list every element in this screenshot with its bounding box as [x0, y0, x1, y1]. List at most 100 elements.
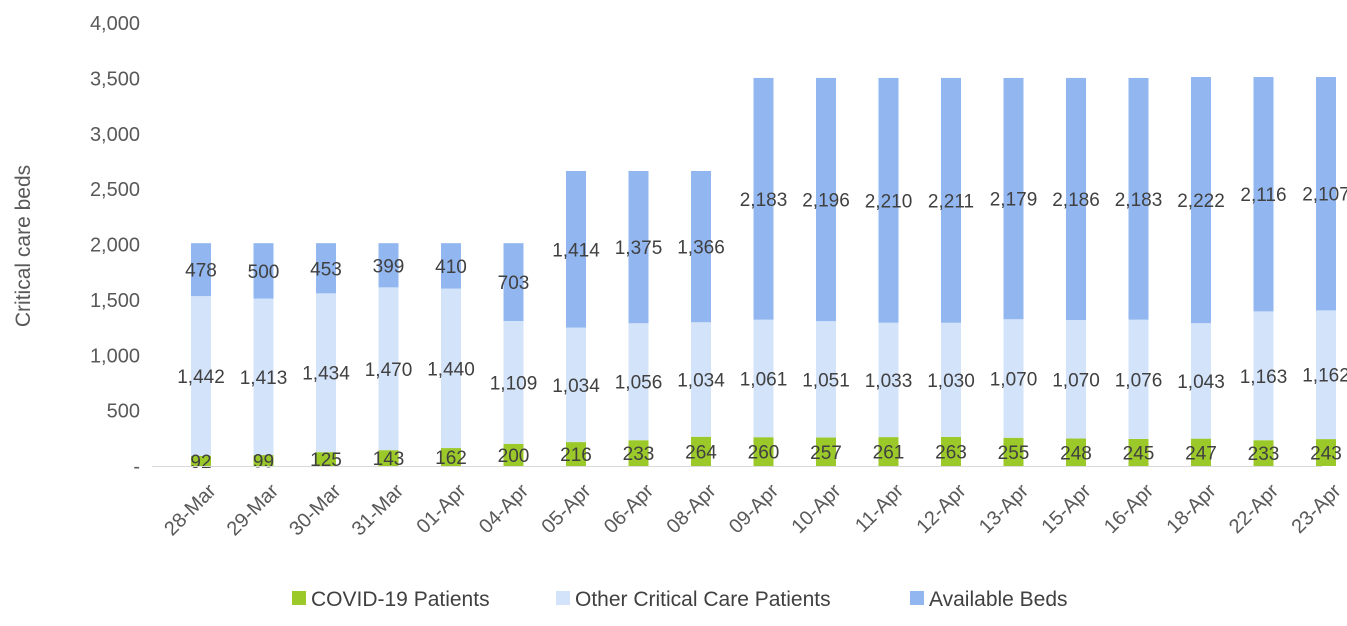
legend-swatch [910, 591, 924, 605]
bar-segment [941, 436, 961, 466]
data-label: 264 [685, 442, 717, 463]
data-label: 216 [560, 445, 592, 466]
data-label: 1,375 [615, 238, 663, 259]
data-label: 1,043 [1177, 372, 1225, 393]
data-label: 1,470 [365, 360, 413, 381]
legend-label: Available Beds [929, 588, 1068, 611]
bar-segment [1316, 310, 1336, 440]
bar-segment [1003, 437, 1024, 466]
bar-segment [1003, 77, 1024, 320]
bar-segment [1191, 77, 1211, 324]
y-tick-label: 1,000 [90, 345, 140, 367]
data-label: 125 [310, 450, 342, 471]
data-label: 92 [190, 452, 211, 473]
bar-segment [628, 323, 649, 441]
bar-segment [503, 321, 524, 444]
data-label: 1,442 [177, 367, 225, 388]
bar-segment [1191, 438, 1211, 466]
bar-segment [566, 327, 586, 443]
data-label: 260 [748, 443, 780, 464]
bar-segment [503, 243, 524, 322]
data-label: 243 [1310, 444, 1342, 465]
data-label: 1,414 [552, 240, 600, 261]
x-tick-label: 09-Apr [725, 480, 783, 538]
x-tick-label: 18-Apr [1163, 480, 1221, 538]
x-tick-label: 12-Apr [913, 480, 971, 538]
data-label: 1,163 [1240, 367, 1288, 388]
x-tick-label: 23-Apr [1288, 480, 1346, 538]
bar-segment [878, 77, 899, 323]
bar-segment [1066, 77, 1086, 321]
bar-segment [1066, 438, 1086, 466]
bar-segment [316, 243, 336, 294]
data-label: 2,186 [1052, 190, 1100, 211]
data-label: 2,210 [865, 191, 913, 212]
bar-segment [1253, 311, 1274, 441]
y-axis-title: Critical care beds [12, 165, 35, 327]
bar-segment [691, 436, 711, 466]
data-label: 1,034 [552, 376, 600, 397]
bar-segment [253, 298, 274, 456]
bar-segment [253, 455, 274, 466]
data-label: 500 [248, 262, 280, 283]
bar-segment [316, 452, 336, 466]
x-tick-label: 11-Apr [851, 480, 908, 537]
bar-segment [253, 243, 274, 299]
data-label: 257 [810, 443, 842, 464]
bar-segment [1128, 319, 1149, 439]
x-tick-label: 10-Apr [788, 480, 846, 538]
data-label: 233 [623, 444, 655, 465]
bar-segment [441, 288, 461, 449]
data-label: 410 [435, 257, 467, 278]
bars [191, 77, 1336, 466]
data-label: 247 [1185, 443, 1217, 464]
data-label: 1,070 [1052, 370, 1100, 391]
data-label: 1,033 [865, 371, 913, 392]
bar-segment [1128, 438, 1149, 466]
data-label: 2,211 [928, 191, 974, 212]
data-label: 261 [873, 443, 905, 464]
data-label: 1,076 [1115, 370, 1163, 391]
data-label: 1,030 [927, 371, 975, 392]
bar-segment [878, 322, 899, 438]
bar-segment [628, 440, 649, 466]
bar-segment [378, 287, 399, 451]
data-label: 263 [935, 442, 967, 463]
x-tick-label: 31-Mar [348, 480, 409, 541]
x-tick-label: 06-Apr [600, 480, 658, 538]
bar-segment [816, 437, 836, 466]
data-label: 399 [373, 256, 405, 277]
legend-swatch [292, 591, 306, 605]
bar-segment [378, 450, 399, 466]
data-label: 1,051 [802, 370, 850, 391]
bar-segment [441, 243, 461, 289]
bar-segment [316, 293, 336, 453]
data-label: 1,070 [990, 370, 1038, 391]
bar-segment [691, 170, 711, 323]
data-label: 1,061 [740, 369, 788, 390]
data-label: 1,366 [677, 238, 725, 259]
bar-segment [691, 322, 711, 437]
data-label: 2,179 [990, 190, 1038, 211]
bar-segment [753, 319, 774, 438]
bar-segment [191, 296, 211, 456]
bar-segment [1316, 439, 1336, 466]
bar-segment [566, 170, 586, 328]
bar-segment [441, 448, 461, 466]
y-tick-label: 2,500 [90, 179, 140, 201]
data-label: 2,183 [740, 190, 788, 211]
data-label: 2,196 [802, 191, 850, 212]
data-label: 99 [253, 452, 274, 473]
data-label: 478 [185, 261, 217, 282]
data-label: 1,109 [490, 373, 538, 394]
x-tick-label: 30-Mar [285, 480, 346, 541]
data-label: 1,056 [615, 373, 663, 394]
x-tick-label: 22-Apr [1225, 480, 1283, 538]
y-tick-label: 4,000 [90, 13, 140, 35]
data-label: 233 [1248, 444, 1280, 465]
x-tick-label: 29-Mar [223, 480, 284, 541]
data-label: 245 [1123, 443, 1155, 464]
bar-segment [191, 455, 211, 466]
x-tick-label: 05-Apr [538, 480, 596, 538]
bar-segment [378, 243, 399, 288]
